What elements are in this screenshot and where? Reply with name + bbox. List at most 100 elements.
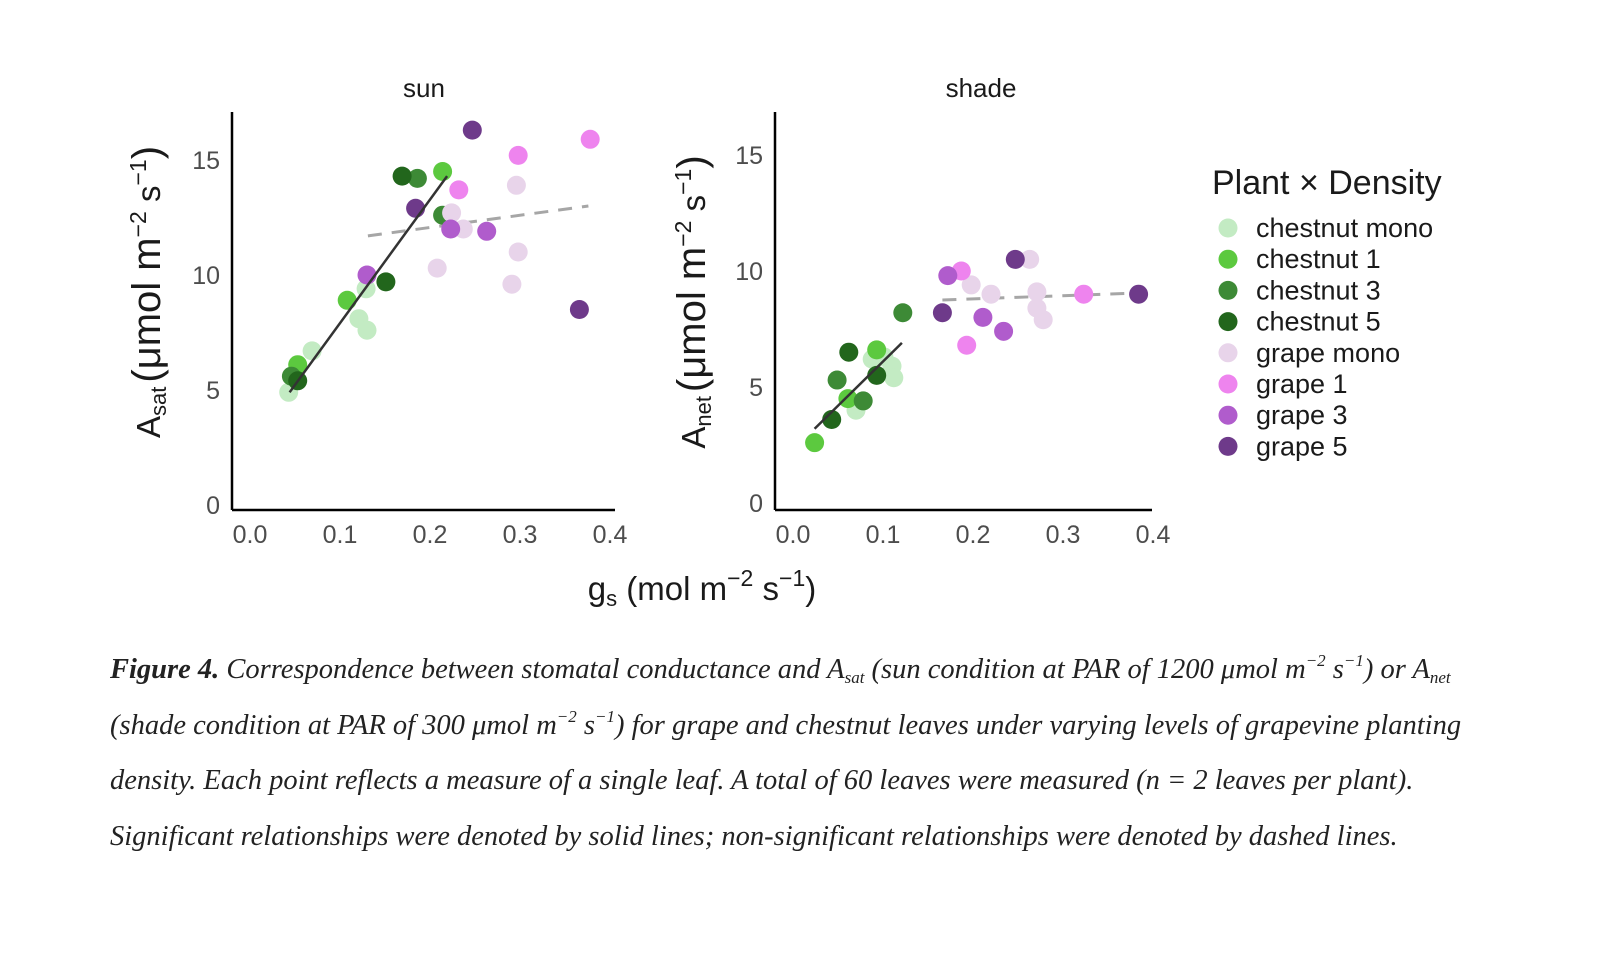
data-point-grape-mono	[981, 284, 1001, 304]
data-point-grape-mono	[961, 275, 981, 295]
ylabel-main: A	[130, 416, 167, 438]
ylabel-unit: (μmol m	[670, 247, 714, 392]
caption-text: (sun condition at PAR of 1200 μmol m	[864, 654, 1306, 685]
data-point-chestnut-5	[392, 166, 412, 186]
data-point-chestnut-3	[893, 303, 913, 323]
data-point-grape-3	[441, 219, 461, 239]
y-tick-label: 15	[192, 147, 220, 175]
data-point-grape-5	[932, 303, 952, 323]
legend-swatch	[1218, 436, 1238, 456]
data-point-grape-1	[1074, 284, 1094, 304]
x-tick-label: 0.1	[866, 521, 901, 549]
data-point-grape-3	[973, 307, 993, 327]
data-point-chestnut-3	[853, 391, 873, 411]
fit-lines-sun	[367, 204, 589, 238]
data-point-grape-5	[462, 120, 482, 140]
data-point-grape-mono	[1027, 282, 1047, 302]
data-point-grape-1	[449, 180, 469, 200]
legend-label: grape 5	[1256, 431, 1348, 461]
data-point-grape-mono	[502, 274, 522, 294]
panel-title-shade: shade	[946, 73, 1017, 103]
y-tick-label: 0	[206, 492, 220, 520]
y-axis-label-sun: Asat (μmol m−2 s−1)	[125, 146, 171, 438]
caption-sub: sat	[844, 668, 865, 687]
data-point-grape-3	[994, 321, 1014, 341]
data-point-chestnut-mono	[357, 320, 377, 340]
data-point-chestnut-5	[839, 342, 859, 362]
data-point-grape-1	[508, 145, 528, 165]
legend-label: grape 3	[1256, 400, 1348, 430]
y-tick-label: 5	[206, 377, 220, 405]
caption-text: Correspondence between stomatal conducta…	[219, 654, 845, 685]
data-point-chestnut-3	[407, 168, 427, 188]
data-point-grape-mono	[442, 203, 462, 223]
data-point-chestnut-5	[822, 409, 842, 429]
data-point-grape-5	[1129, 284, 1149, 304]
points-sun	[279, 120, 600, 402]
figure-caption: Figure 4. Correspondence between stomata…	[110, 642, 1510, 864]
data-point-chestnut-3	[827, 370, 847, 390]
data-point-grape-1	[580, 129, 600, 149]
ylabel-post: )	[125, 146, 169, 159]
ylabel-unit: (μmol m	[125, 237, 169, 382]
data-point-chestnut-mono	[884, 368, 904, 388]
xlabel-post: )	[805, 570, 816, 607]
legend-label: chestnut 3	[1256, 275, 1381, 305]
legend-item-grape-5: grape 5	[1218, 431, 1348, 461]
caption-text: ) or A	[1363, 654, 1430, 685]
legend-swatch	[1218, 312, 1238, 332]
data-point-chestnut-1	[838, 389, 858, 409]
ylabel-exp2: −1	[670, 169, 696, 195]
data-point-chestnut-1	[805, 433, 825, 453]
x-tick-label: 0.3	[503, 521, 538, 549]
caption-text: s	[1325, 654, 1344, 685]
xlabel-main: g	[588, 570, 606, 607]
x-tick-label: 0.4	[593, 521, 628, 549]
ylabel-exp1: −2	[670, 221, 696, 247]
y-ticks-sun: 0 5 10 15	[192, 147, 220, 520]
data-point-grape-mono	[506, 175, 526, 195]
y-tick-label: 15	[735, 142, 763, 170]
legend-swatch	[1218, 405, 1238, 425]
legend-item-grape-1: grape 1	[1218, 369, 1348, 399]
y-tick-label: 5	[749, 374, 763, 402]
ylabel-main: A	[675, 427, 712, 449]
x-tick-label: 0.3	[1046, 521, 1081, 549]
legend-item-chestnut-5: chestnut 5	[1218, 307, 1381, 337]
x-ticks-sun: 0.0 0.1 0.2 0.3 0.4	[233, 521, 628, 549]
y-axis-label-shade: Anet (μmol m−2 s−1)	[670, 155, 716, 448]
fit-line-chestnut-solid	[288, 175, 449, 394]
legend-label: chestnut 1	[1256, 244, 1381, 274]
ylabel-mid: s	[675, 195, 712, 221]
caption-sub: net	[1429, 668, 1451, 687]
legend-item-grape-3: grape 3	[1218, 400, 1348, 430]
data-point-grape-mono	[1033, 310, 1053, 330]
legend-swatch	[1218, 343, 1238, 363]
caption-sup: −2	[1305, 651, 1326, 670]
ylabel-mid: s	[130, 186, 167, 212]
ylabel-sub: net	[691, 396, 716, 427]
legend-item-chestnut-mono: chestnut mono	[1218, 213, 1433, 243]
x-ticks-shade: 0.0 0.1 0.2 0.3 0.4	[776, 521, 1171, 549]
y-ticks-shade: 0 5 10 15	[735, 142, 763, 518]
points-shade	[805, 249, 1149, 453]
svg-text:Asat(μmol m−2 s−1): Asat (μmol m−2 s−1)	[125, 146, 171, 438]
x-tick-label: 0.2	[413, 521, 448, 549]
legend-label: grape mono	[1256, 338, 1400, 368]
data-point-chestnut-1	[433, 162, 453, 181]
x-tick-label: 0.1	[323, 521, 358, 549]
x-tick-label: 0.2	[956, 521, 991, 549]
xlabel-exp2: −1	[779, 565, 805, 591]
data-point-grape-mono	[1020, 249, 1040, 269]
caption-label: Figure 4.	[110, 654, 220, 685]
caption-sup: −1	[595, 706, 615, 726]
data-point-grape-5	[569, 300, 589, 319]
xlabel-sub: s	[606, 586, 617, 611]
data-point-grape-3	[477, 221, 497, 241]
x-tick-label: 0.4	[1136, 521, 1171, 549]
y-tick-label: 10	[192, 262, 220, 290]
caption-sup: −1	[1343, 651, 1364, 670]
ylabel-sub: sat	[146, 387, 171, 416]
